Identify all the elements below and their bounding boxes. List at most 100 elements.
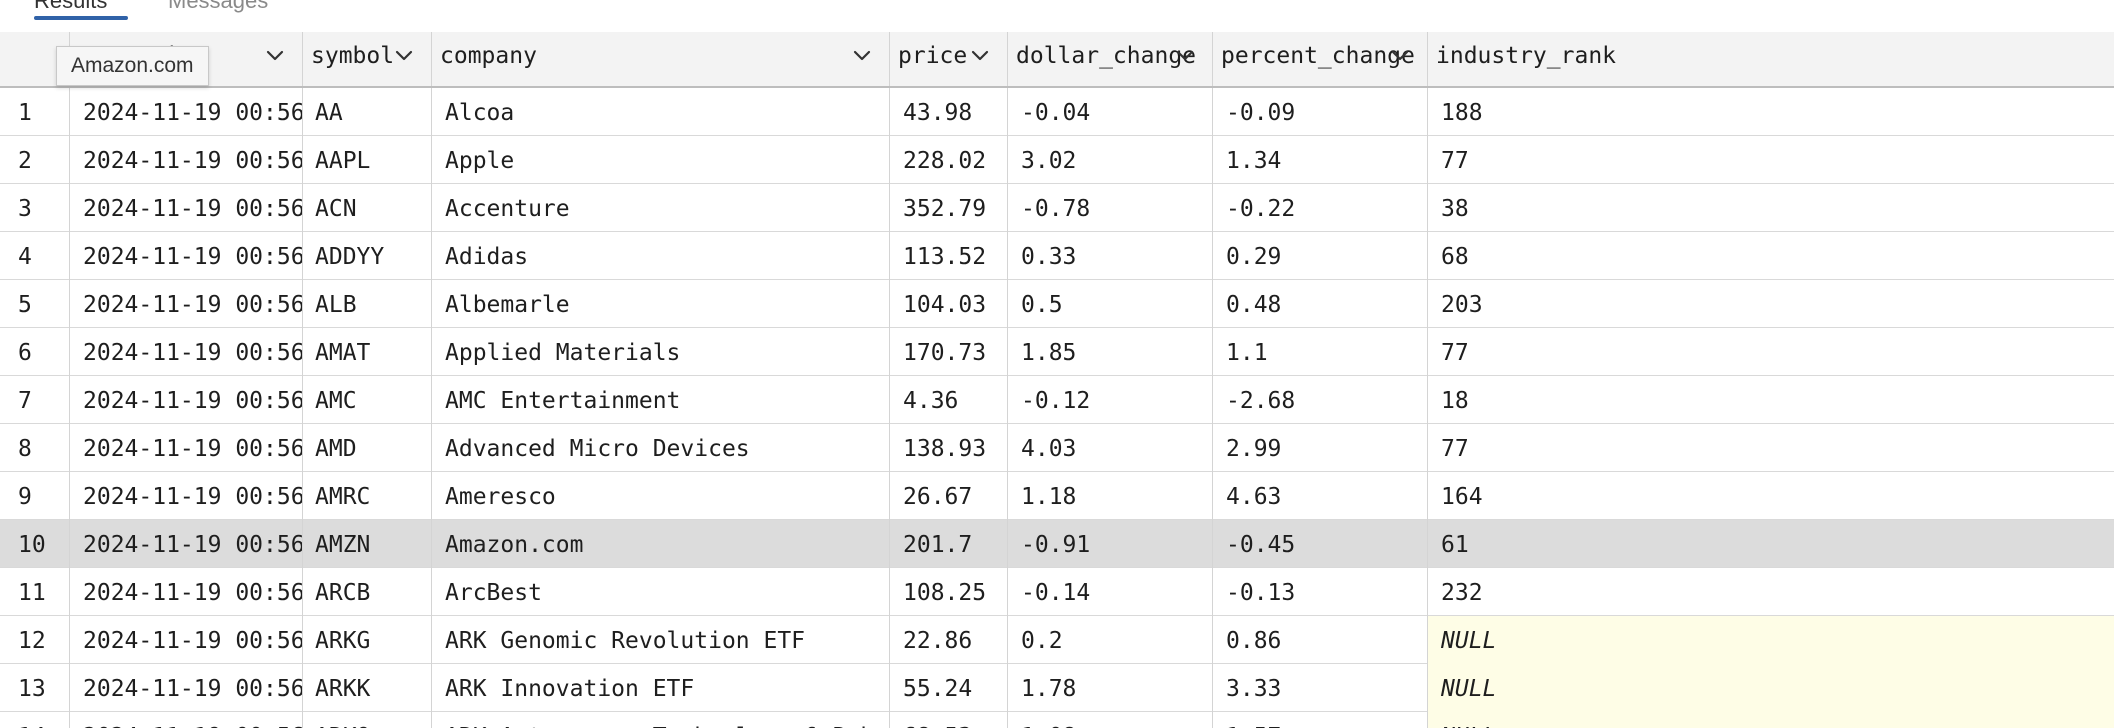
cell-company[interactable]: Alcoa — [432, 88, 890, 136]
cell-dollar-change[interactable]: 1.18 — [1008, 472, 1213, 520]
cell-symbol[interactable]: ALB — [303, 280, 432, 328]
cell-timestamp[interactable]: 2024-11-19 00:56:26 — [70, 328, 303, 376]
cell-percent-change[interactable]: -2.68 — [1213, 376, 1428, 424]
cell-percent-change[interactable]: 0.29 — [1213, 232, 1428, 280]
cell-timestamp[interactable]: 2024-11-19 00:56:26 — [70, 376, 303, 424]
cell-price[interactable]: 352.79 — [890, 184, 1008, 232]
cell-dollar-change[interactable]: -0.14 — [1008, 568, 1213, 616]
cell-row-num[interactable]: 5 — [0, 280, 70, 328]
cell-symbol[interactable]: AA — [303, 88, 432, 136]
cell-price[interactable]: 4.36 — [890, 376, 1008, 424]
cell-company[interactable]: Adidas — [432, 232, 890, 280]
cell-row-num[interactable]: 2 — [0, 136, 70, 184]
cell-timestamp[interactable]: 2024-11-19 00:56:26 — [70, 136, 303, 184]
cell-dollar-change[interactable]: -0.91 — [1008, 520, 1213, 568]
cell-percent-change[interactable]: -0.45 — [1213, 520, 1428, 568]
cell-industry-rank[interactable]: NULL — [1428, 712, 2114, 728]
cell-company[interactable]: Apple — [432, 136, 890, 184]
cell-dollar-change[interactable]: 0.5 — [1008, 280, 1213, 328]
cell-company[interactable]: Amazon.com — [432, 520, 890, 568]
cell-symbol[interactable]: ACN — [303, 184, 432, 232]
cell-dollar-change[interactable]: 3.02 — [1008, 136, 1213, 184]
cell-timestamp[interactable]: 2024-11-19 00:56:26 — [70, 472, 303, 520]
cell-company[interactable]: Advanced Micro Devices — [432, 424, 890, 472]
cell-industry-rank[interactable]: 164 — [1428, 472, 2114, 520]
cell-dollar-change[interactable]: 1.08 — [1008, 712, 1213, 728]
cell-company[interactable]: ARK Genomic Revolution ETF — [432, 616, 890, 664]
cell-row-num[interactable]: 4 — [0, 232, 70, 280]
cell-symbol[interactable]: ARKG — [303, 616, 432, 664]
cell-price[interactable]: 68.53 — [890, 712, 1008, 728]
cell-dollar-change[interactable]: -0.04 — [1008, 88, 1213, 136]
cell-industry-rank[interactable]: 188 — [1428, 88, 2114, 136]
cell-price[interactable]: 113.52 — [890, 232, 1008, 280]
chevron-down-icon[interactable] — [1391, 50, 1409, 62]
cell-industry-rank[interactable]: 232 — [1428, 568, 2114, 616]
cell-row-num[interactable]: 10 — [0, 520, 70, 568]
cell-symbol[interactable]: AMD — [303, 424, 432, 472]
cell-timestamp[interactable]: 2024-11-19 00:56:26 — [70, 520, 303, 568]
cell-dollar-change[interactable]: -0.12 — [1008, 376, 1213, 424]
cell-symbol[interactable]: ADDYY — [303, 232, 432, 280]
cell-dollar-change[interactable]: 1.78 — [1008, 664, 1213, 712]
cell-company[interactable]: Albemarle — [432, 280, 890, 328]
cell-industry-rank[interactable]: 77 — [1428, 136, 2114, 184]
cell-dollar-change[interactable]: 0.2 — [1008, 616, 1213, 664]
column-header-price[interactable]: price — [890, 32, 1008, 86]
cell-percent-change[interactable]: 3.33 — [1213, 664, 1428, 712]
column-header-industry-rank[interactable]: industry_rank — [1428, 32, 2114, 86]
chevron-down-icon[interactable] — [853, 50, 871, 62]
chevron-down-icon[interactable] — [1176, 50, 1194, 62]
cell-symbol[interactable]: AMAT — [303, 328, 432, 376]
cell-timestamp[interactable]: 2024-11-19 00:56:26 — [70, 616, 303, 664]
cell-industry-rank[interactable]: 61 — [1428, 520, 2114, 568]
cell-timestamp[interactable]: 2024-11-19 00:56:26 — [70, 232, 303, 280]
cell-industry-rank[interactable]: 18 — [1428, 376, 2114, 424]
cell-symbol[interactable]: ARKK — [303, 664, 432, 712]
cell-row-num[interactable]: 14 — [0, 712, 70, 728]
cell-dollar-change[interactable]: -0.78 — [1008, 184, 1213, 232]
cell-row-num[interactable]: 7 — [0, 376, 70, 424]
cell-dollar-change[interactable]: 1.85 — [1008, 328, 1213, 376]
cell-symbol[interactable]: ARCB — [303, 568, 432, 616]
cell-row-num[interactable]: 3 — [0, 184, 70, 232]
cell-price[interactable]: 26.67 — [890, 472, 1008, 520]
cell-percent-change[interactable]: -0.09 — [1213, 88, 1428, 136]
cell-price[interactable]: 138.93 — [890, 424, 1008, 472]
cell-industry-rank[interactable]: 77 — [1428, 328, 2114, 376]
cell-percent-change[interactable]: 4.63 — [1213, 472, 1428, 520]
chevron-down-icon[interactable] — [971, 50, 989, 62]
chevron-down-icon[interactable] — [266, 50, 284, 62]
cell-percent-change[interactable]: -0.22 — [1213, 184, 1428, 232]
cell-percent-change[interactable]: 2.99 — [1213, 424, 1428, 472]
cell-industry-rank[interactable]: 77 — [1428, 424, 2114, 472]
cell-dollar-change[interactable]: 0.33 — [1008, 232, 1213, 280]
cell-symbol[interactable]: AMZN — [303, 520, 432, 568]
cell-symbol[interactable]: ARKQ — [303, 712, 432, 728]
column-header-company[interactable]: company — [432, 32, 890, 86]
cell-industry-rank[interactable]: 38 — [1428, 184, 2114, 232]
cell-percent-change[interactable]: 1.57 — [1213, 712, 1428, 728]
cell-price[interactable]: 22.86 — [890, 616, 1008, 664]
cell-symbol[interactable]: AAPL — [303, 136, 432, 184]
cell-company[interactable]: Applied Materials — [432, 328, 890, 376]
cell-percent-change[interactable]: 0.48 — [1213, 280, 1428, 328]
cell-price[interactable]: 228.02 — [890, 136, 1008, 184]
cell-company[interactable]: ARK Innovation ETF — [432, 664, 890, 712]
cell-dollar-change[interactable]: 4.03 — [1008, 424, 1213, 472]
column-header-dollar-change[interactable]: dollar_change — [1008, 32, 1213, 86]
cell-row-num[interactable]: 11 — [0, 568, 70, 616]
cell-row-num[interactable]: 8 — [0, 424, 70, 472]
cell-company[interactable]: AMC Entertainment — [432, 376, 890, 424]
cell-price[interactable]: 43.98 — [890, 88, 1008, 136]
cell-row-num[interactable]: 6 — [0, 328, 70, 376]
